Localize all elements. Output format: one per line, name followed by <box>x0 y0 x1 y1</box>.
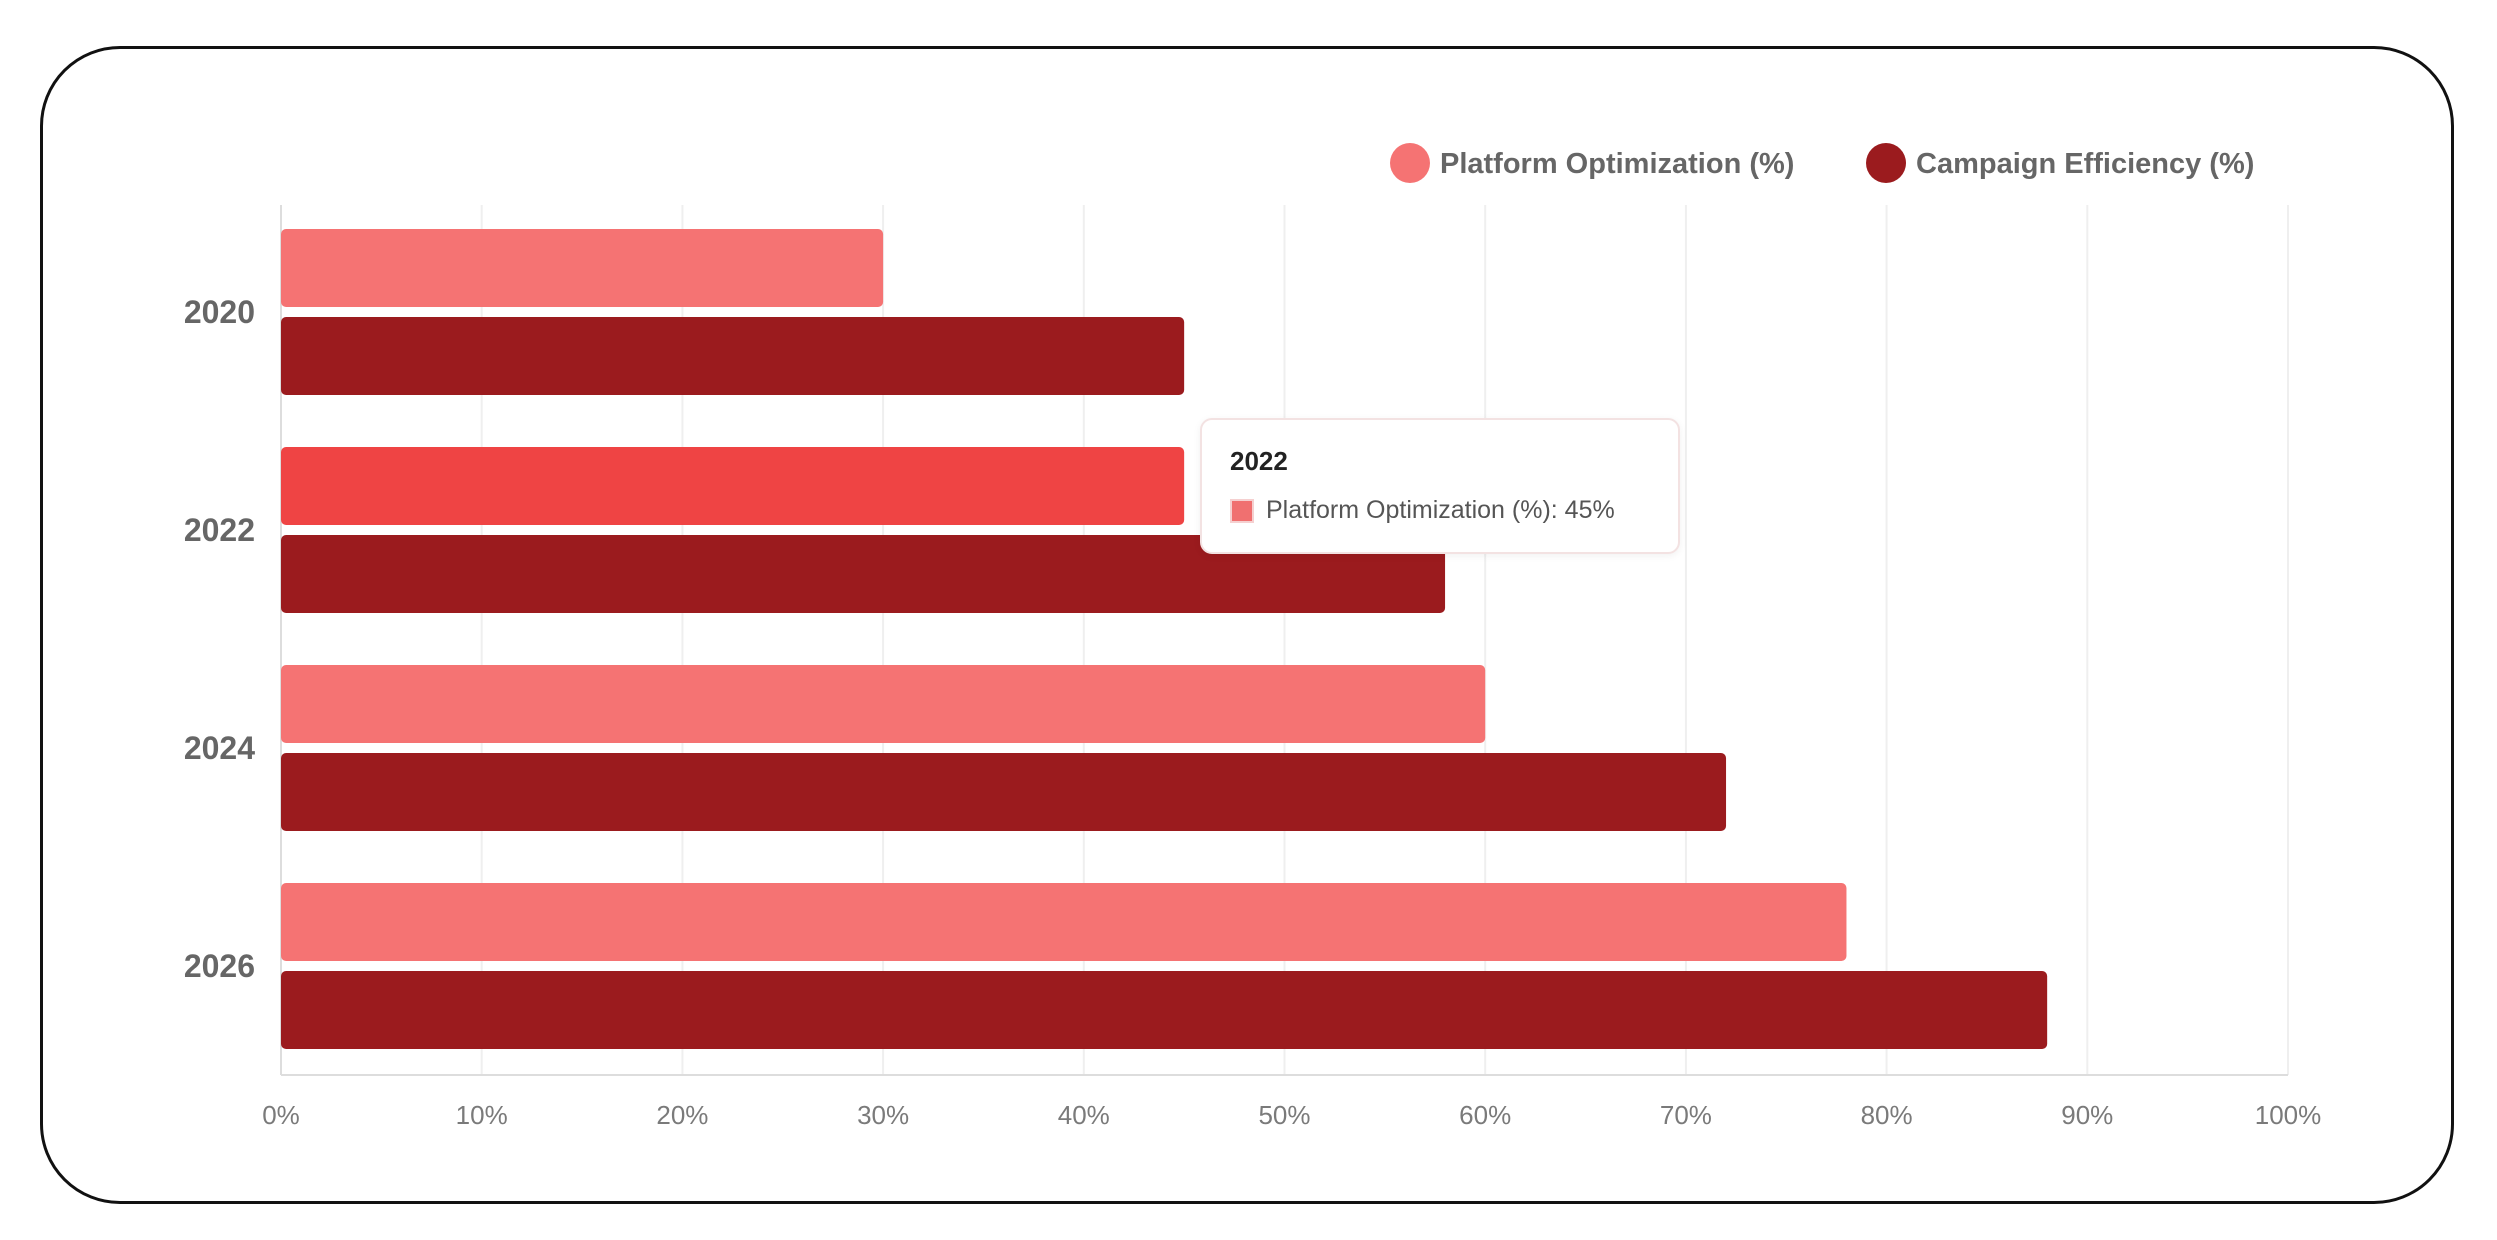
bar-2020-platform-optimization[interactable] <box>281 229 884 307</box>
x-tick-label: 90% <box>2061 1100 2113 1130</box>
y-category-label: 2026 <box>184 948 255 984</box>
legend: Platform Optimization (%) Campaign Effici… <box>1390 143 2254 183</box>
bar-2026-campaign-efficiency[interactable] <box>281 971 2048 1049</box>
tooltip-label: Platform Optimization (%): 45% <box>1266 496 1615 524</box>
tooltip-row: Platform Optimization (%): 45% <box>1230 496 1615 525</box>
y-category-label: 2020 <box>184 294 255 330</box>
y-axis-categories: 2020 2022 2024 2026 <box>184 294 255 984</box>
x-tick-label: 60% <box>1459 1100 1511 1130</box>
x-tick-label: 80% <box>1861 1100 1913 1130</box>
bar-2022-platform-optimization[interactable] <box>281 447 1185 525</box>
x-tick-label: 50% <box>1258 1100 1310 1130</box>
tooltip: 2022 Platform Optimization (%): 45% <box>1200 418 1680 554</box>
x-axis-ticks: 0% 10% 20% 30% 40% 50% 60% 70% 80% 90% 100% <box>262 1100 2321 1130</box>
bar-2026-platform-optimization[interactable] <box>281 883 1847 961</box>
x-tick-label: 20% <box>656 1100 708 1130</box>
y-category-label: 2024 <box>184 730 255 766</box>
x-tick-label: 40% <box>1058 1100 1110 1130</box>
x-tick-label: 30% <box>857 1100 909 1130</box>
x-tick-label: 0% <box>262 1100 300 1130</box>
tooltip-swatch <box>1230 498 1254 523</box>
legend-swatch[interactable] <box>1390 143 1430 183</box>
bar-2022-campaign-efficiency[interactable] <box>281 535 1446 613</box>
legend-label[interactable]: Platform Optimization (%) <box>1440 148 1794 180</box>
x-tick-label: 70% <box>1660 1100 1712 1130</box>
bar-2024-platform-optimization[interactable] <box>281 665 1486 743</box>
bars <box>281 229 2048 1049</box>
x-tick-label: 100% <box>2255 1100 2322 1130</box>
bar-2024-campaign-efficiency[interactable] <box>281 753 1727 831</box>
y-category-label: 2022 <box>184 512 255 548</box>
x-tick-label: 10% <box>456 1100 508 1130</box>
tooltip-title: 2022 <box>1230 446 1288 476</box>
legend-swatch[interactable] <box>1866 143 1906 183</box>
legend-label[interactable]: Campaign Efficiency (%) <box>1916 148 2254 180</box>
bar-2020-campaign-efficiency[interactable] <box>281 317 1185 395</box>
